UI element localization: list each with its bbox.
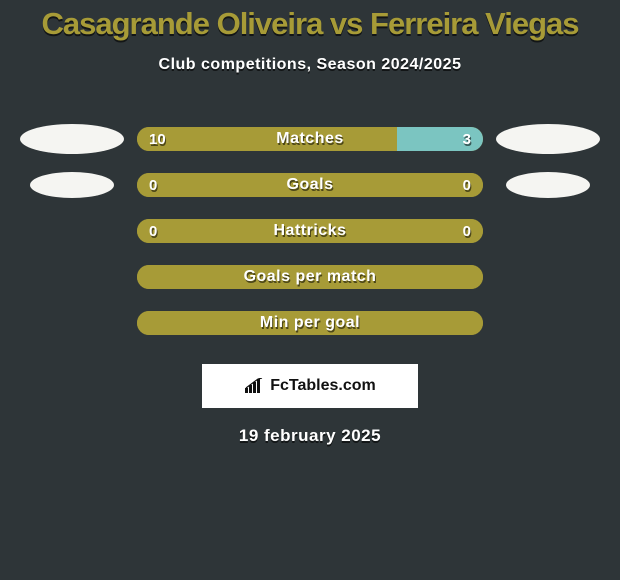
team-badge-left [20,124,124,154]
left-badge-slot [7,162,137,208]
bar-label: Hattricks [137,222,483,240]
stat-bar: 103Matches [137,127,483,151]
stat-row: 00Goals [0,162,620,208]
team-badge-right [506,172,590,198]
stat-bar: 00Goals [137,173,483,197]
right-badge-slot [483,116,613,162]
left-badge-slot [7,208,137,254]
logo-box: FcTables.com [202,364,418,408]
stat-row: Min per goal [0,300,620,346]
date-text: 19 february 2025 [0,426,620,446]
stat-bar: Min per goal [137,311,483,335]
bar-label: Min per goal [137,314,483,332]
stat-bar: Goals per match [137,265,483,289]
left-badge-slot [7,254,137,300]
right-badge-slot [483,300,613,346]
right-badge-slot [483,254,613,300]
bar-label: Matches [137,130,483,148]
stat-bar: 00Hattricks [137,219,483,243]
stat-row: 103Matches [0,116,620,162]
stat-row: Goals per match [0,254,620,300]
bar-label: Goals [137,176,483,194]
bars-icon [244,378,266,394]
team-badge-right [496,124,600,154]
stat-row: 00Hattricks [0,208,620,254]
logo-text: FcTables.com [270,377,376,395]
left-badge-slot [7,116,137,162]
left-badge-slot [7,300,137,346]
page-title: Casagrande Oliveira vs Ferreira Viegas [0,0,620,42]
subtitle: Club competitions, Season 2024/2025 [0,56,620,74]
right-badge-slot [483,162,613,208]
right-badge-slot [483,208,613,254]
stat-rows: 103Matches 00Goals 00Hattricks Goals per ma… [0,116,620,346]
team-badge-left [30,172,114,198]
bar-label: Goals per match [137,268,483,286]
